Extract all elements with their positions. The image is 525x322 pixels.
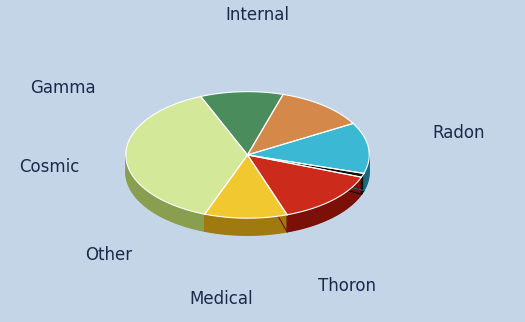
Polygon shape (364, 155, 369, 190)
Polygon shape (126, 156, 205, 231)
Polygon shape (205, 214, 287, 235)
Text: Gamma: Gamma (30, 79, 96, 97)
Polygon shape (287, 177, 361, 232)
Text: Radon: Radon (433, 124, 485, 142)
Polygon shape (247, 155, 364, 177)
Polygon shape (247, 94, 353, 155)
Polygon shape (201, 92, 283, 155)
Text: Cosmic: Cosmic (19, 158, 80, 176)
Polygon shape (205, 155, 287, 218)
Polygon shape (247, 123, 369, 174)
Text: Internal: Internal (225, 6, 289, 24)
Text: Thoron: Thoron (318, 277, 376, 295)
Polygon shape (361, 174, 364, 194)
Polygon shape (126, 97, 247, 214)
Polygon shape (247, 155, 361, 215)
Text: Medical: Medical (189, 289, 253, 308)
Text: Other: Other (85, 246, 132, 264)
